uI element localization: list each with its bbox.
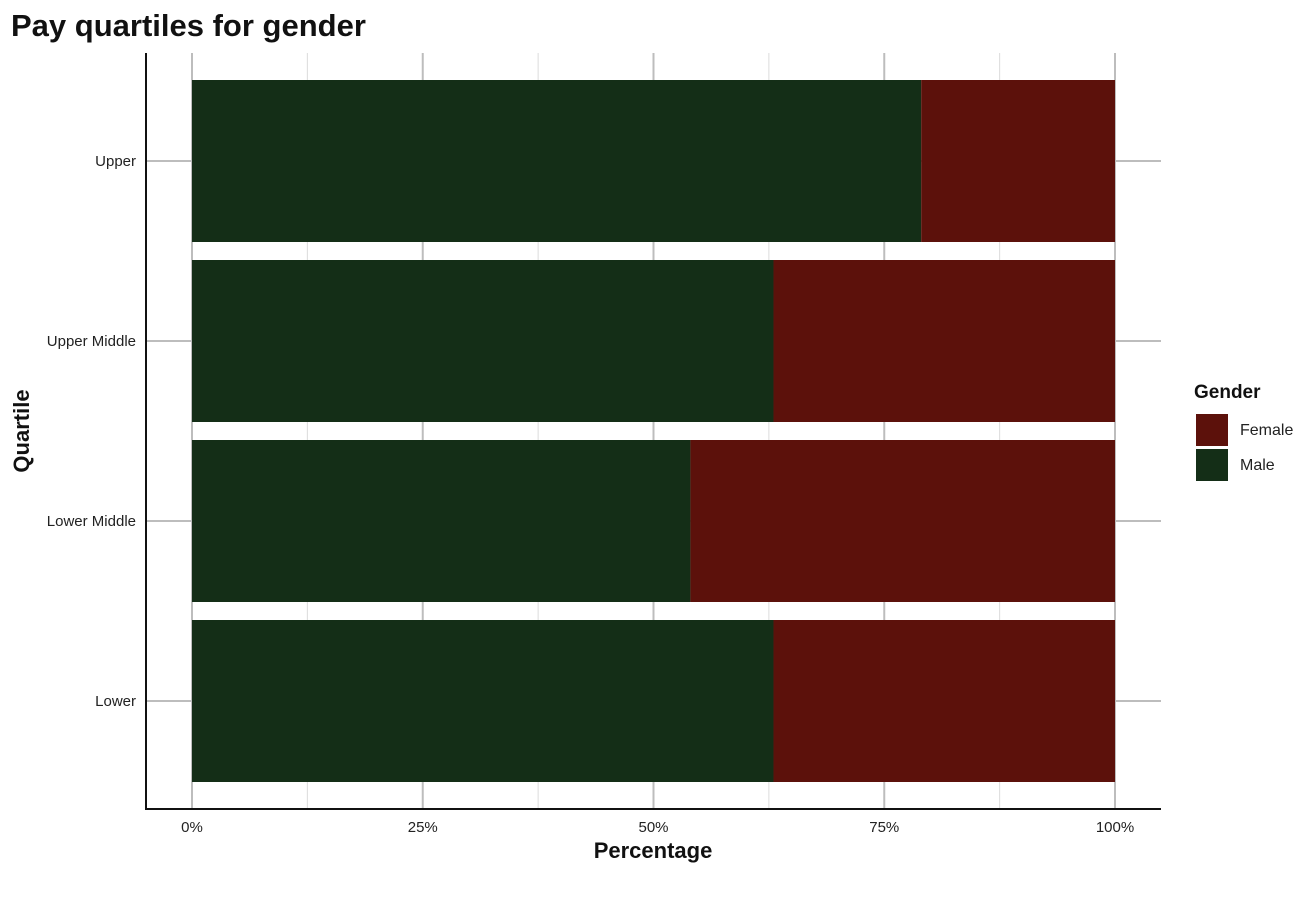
legend-label-male: Male (1240, 457, 1275, 474)
x-tick-label: 50% (638, 819, 668, 836)
legend-swatch-female (1196, 414, 1228, 446)
bar-male-upper-middle (192, 260, 774, 422)
legend-label-female: Female (1240, 422, 1293, 439)
bar-male-upper (192, 80, 922, 242)
bar-male-lower-middle (192, 440, 691, 602)
y-tick-label: Upper Middle (47, 333, 136, 350)
x-tick-label: 100% (1096, 819, 1134, 836)
y-axis-title: Quartile (9, 389, 34, 472)
legend-title: Gender (1194, 382, 1261, 403)
legend-swatch-male (1196, 449, 1228, 481)
bars (192, 80, 1115, 782)
axes (145, 53, 1161, 810)
bar-male-lower (192, 620, 774, 782)
x-tick-label: 25% (408, 819, 438, 836)
legend: Gender Female Male (1194, 382, 1293, 481)
bar-female-lower (773, 620, 1115, 782)
bar-female-upper-middle (773, 260, 1115, 422)
x-tick-label: 75% (869, 819, 899, 836)
y-tick-label: Lower Middle (47, 513, 136, 530)
y-tick-label: Lower (95, 693, 136, 710)
y-tick-label: Upper (95, 153, 136, 170)
bar-female-upper (921, 80, 1115, 242)
bar-female-lower-middle (690, 440, 1115, 602)
chart-title: Pay quartiles for gender (11, 8, 366, 43)
tick-labels: Upper Upper Middle Lower Middle Lower 0% 25% 5… (47, 153, 1134, 836)
x-tick-label: 0% (181, 819, 203, 836)
x-axis-title: Percentage (594, 838, 713, 863)
